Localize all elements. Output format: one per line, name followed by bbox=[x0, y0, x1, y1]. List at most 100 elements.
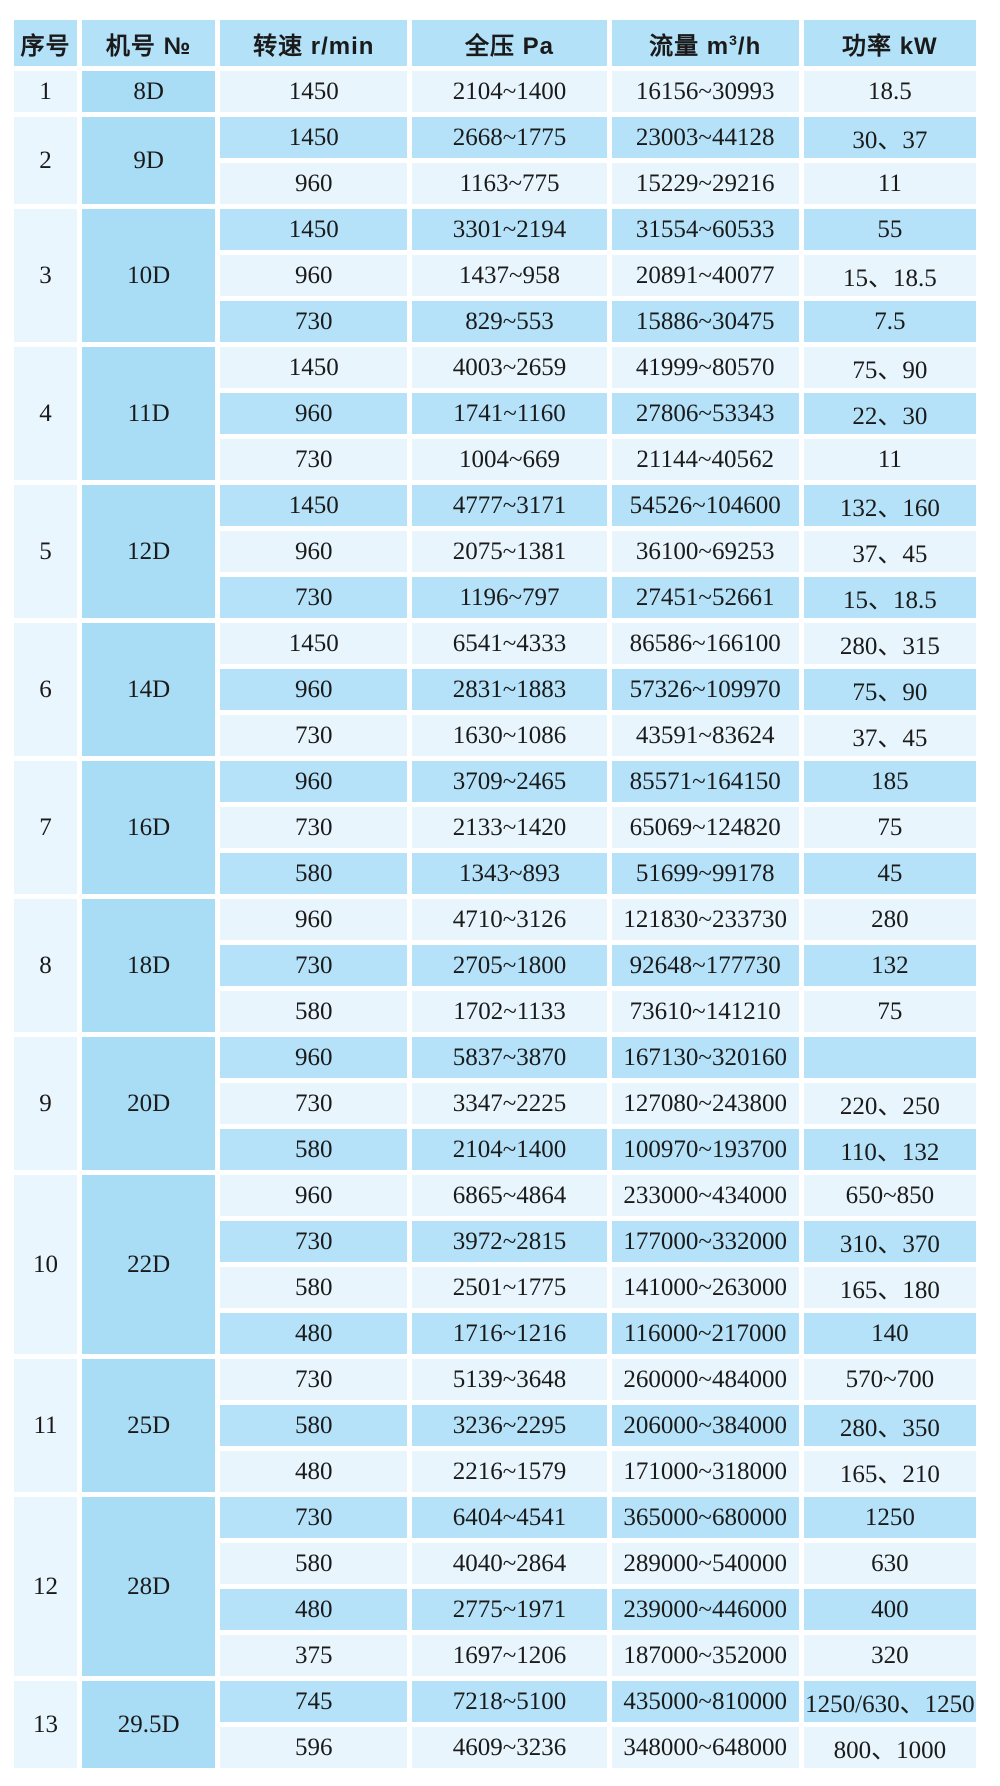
cell-serial-number: 12 bbox=[14, 1497, 78, 1676]
cell-power: 185 bbox=[803, 761, 976, 802]
cell-power: 75 bbox=[803, 807, 976, 848]
cell-power: 18.5 bbox=[803, 71, 976, 112]
cell-pressure: 2075~1381 bbox=[412, 531, 607, 572]
cell-speed: 730 bbox=[220, 1359, 408, 1400]
cell-serial-number: 8 bbox=[14, 899, 78, 1032]
cell-power: 11 bbox=[803, 439, 976, 480]
cell-power: 650~850 bbox=[803, 1175, 976, 1216]
cell-pressure: 4040~2864 bbox=[412, 1543, 607, 1584]
cell-flow: 141000~263000 bbox=[611, 1267, 799, 1308]
cell-model-number: 28D bbox=[82, 1497, 216, 1676]
cell-pressure: 2705~1800 bbox=[412, 945, 607, 986]
cell-power: 1250 bbox=[803, 1497, 976, 1538]
cell-pressure: 1702~1133 bbox=[412, 991, 607, 1032]
cell-flow: 86586~166100 bbox=[611, 623, 799, 664]
table-row: 11 25D 730 5139~3648 260000~484000 570~700 bbox=[14, 1359, 976, 1492]
cell-speed: 480 bbox=[220, 1589, 408, 1630]
table-row: 6 14D 1450 6541~4333 86586~166100 280、315 bbox=[14, 623, 976, 756]
cell-pressure: 3301~2194 bbox=[412, 209, 607, 250]
cell-pressure: 1630~1086 bbox=[412, 715, 607, 756]
cell-flow: 31554~60533 bbox=[611, 209, 799, 250]
cell-model-number: 29.5D bbox=[82, 1681, 216, 1768]
cell-pressure: 2775~1971 bbox=[412, 1589, 607, 1630]
cell-power: 800、1000 bbox=[803, 1727, 976, 1768]
header-cell-power: 功率 kW bbox=[803, 20, 976, 66]
cell-speed: 580 bbox=[220, 991, 408, 1032]
cell-flow: 15886~30475 bbox=[611, 301, 799, 342]
cell-power: 15、18.5 bbox=[803, 577, 976, 618]
cell-flow: 36100~69253 bbox=[611, 531, 799, 572]
cell-speed: 730 bbox=[220, 577, 408, 618]
cell-flow: 116000~217000 bbox=[611, 1313, 799, 1354]
cell-pressure: 4003~2659 bbox=[412, 347, 607, 388]
cell-pressure: 6541~4333 bbox=[412, 623, 607, 664]
table-row: 730 2705~1800 92648~177730 132 bbox=[14, 945, 976, 986]
cell-serial-number: 3 bbox=[14, 209, 78, 342]
cell-pressure: 2668~1775 bbox=[412, 117, 607, 158]
cell-speed: 1450 bbox=[220, 623, 408, 664]
cell-pressure: 3347~2225 bbox=[412, 1083, 607, 1124]
cell-speed: 960 bbox=[220, 393, 408, 434]
cell-speed: 375 bbox=[220, 1635, 408, 1676]
cell-model-number: 25D bbox=[82, 1359, 216, 1492]
header-cell-flow: 流量 m3/h bbox=[611, 20, 799, 66]
table-row: 730 3347~2225 127080~243800 220、250 bbox=[14, 1083, 976, 1124]
cell-pressure: 2831~1883 bbox=[412, 669, 607, 710]
table-row: 480 2775~1971 239000~446000 400 bbox=[14, 1589, 976, 1630]
cell-flow: 348000~648000 bbox=[611, 1727, 799, 1768]
cell-flow: 233000~434000 bbox=[611, 1175, 799, 1216]
cell-power: 11 bbox=[803, 163, 976, 204]
cell-pressure: 1004~669 bbox=[412, 439, 607, 480]
header-flow-superscript: 3 bbox=[729, 31, 738, 48]
cell-pressure: 3972~2815 bbox=[412, 1221, 607, 1262]
cell-speed: 960 bbox=[220, 669, 408, 710]
header-flow-prefix: 流量 m bbox=[649, 32, 730, 60]
cell-power: 280、350 bbox=[803, 1405, 976, 1446]
cell-speed: 580 bbox=[220, 1543, 408, 1584]
table-row: 580 2104~1400 100970~193700 110、132 bbox=[14, 1129, 976, 1170]
cell-pressure: 2216~1579 bbox=[412, 1451, 607, 1492]
cell-model-number: 11D bbox=[82, 347, 216, 480]
cell-speed: 580 bbox=[220, 1405, 408, 1446]
cell-pressure: 6404~4541 bbox=[412, 1497, 607, 1538]
cell-flow: 167130~320160 bbox=[611, 1037, 799, 1078]
cell-pressure: 5837~3870 bbox=[412, 1037, 607, 1078]
cell-flow: 21144~40562 bbox=[611, 439, 799, 480]
cell-pressure: 1163~775 bbox=[412, 163, 607, 204]
table-row: 580 1702~1133 73610~141210 75 bbox=[14, 991, 976, 1032]
cell-serial-number: 2 bbox=[14, 117, 78, 204]
cell-flow: 435000~810000 bbox=[611, 1681, 799, 1722]
cell-flow: 365000~680000 bbox=[611, 1497, 799, 1538]
cell-serial-number: 9 bbox=[14, 1037, 78, 1170]
cell-speed: 480 bbox=[220, 1313, 408, 1354]
cell-flow: 289000~540000 bbox=[611, 1543, 799, 1584]
cell-speed: 1450 bbox=[220, 209, 408, 250]
cell-pressure: 3236~2295 bbox=[412, 1405, 607, 1446]
cell-pressure: 2104~1400 bbox=[412, 1129, 607, 1170]
table-row: 4 11D 1450 4003~2659 41999~80570 75、90 bbox=[14, 347, 976, 480]
cell-flow: 54526~104600 bbox=[611, 485, 799, 526]
cell-speed: 960 bbox=[220, 531, 408, 572]
cell-power: 630 bbox=[803, 1543, 976, 1584]
table-row: 960 1437~958 20891~40077 15、18.5 bbox=[14, 255, 976, 296]
cell-model-number: 18D bbox=[82, 899, 216, 1032]
table-row: 580 4040~2864 289000~540000 630 bbox=[14, 1543, 976, 1584]
cell-speed: 730 bbox=[220, 715, 408, 756]
table-row: 730 3972~2815 177000~332000 310、370 bbox=[14, 1221, 976, 1262]
cell-serial-number: 10 bbox=[14, 1175, 78, 1354]
table-row: 580 2501~1775 141000~263000 165、180 bbox=[14, 1267, 976, 1308]
cell-pressure: 7218~5100 bbox=[412, 1681, 607, 1722]
cell-speed: 596 bbox=[220, 1727, 408, 1768]
table-body: 1 8D 1450 2104~1400 16156~30993 18.5 2 9D 1450 26… bbox=[14, 71, 976, 1768]
cell-speed: 730 bbox=[220, 945, 408, 986]
cell-power: 45 bbox=[803, 853, 976, 894]
cell-power: 140 bbox=[803, 1313, 976, 1354]
cell-flow: 187000~352000 bbox=[611, 1635, 799, 1676]
cell-pressure: 6865~4864 bbox=[412, 1175, 607, 1216]
cell-serial-number: 11 bbox=[14, 1359, 78, 1492]
cell-model-number: 10D bbox=[82, 209, 216, 342]
table-row: 480 1716~1216 116000~217000 140 bbox=[14, 1313, 976, 1354]
cell-flow: 171000~318000 bbox=[611, 1451, 799, 1492]
table-row: 580 3236~2295 206000~384000 280、350 bbox=[14, 1405, 976, 1446]
cell-serial-number: 5 bbox=[14, 485, 78, 618]
